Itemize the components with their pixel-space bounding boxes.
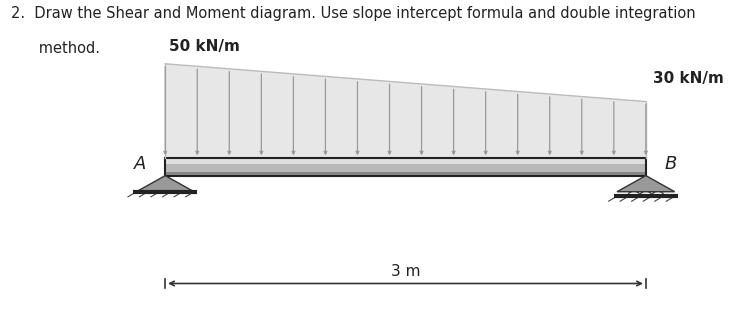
Bar [165, 158, 646, 176]
Polygon shape [165, 64, 646, 158]
Polygon shape [617, 176, 674, 192]
Text: method.: method. [11, 41, 101, 56]
Text: 2.  Draw the Shear and Moment diagram. Use slope intercept formula and double in: 2. Draw the Shear and Moment diagram. Us… [11, 6, 696, 21]
Text: 3 m: 3 m [391, 264, 421, 279]
Text: A: A [134, 155, 146, 173]
Circle shape [641, 192, 651, 196]
Circle shape [653, 192, 663, 196]
Text: 30 kN/m: 30 kN/m [653, 71, 724, 86]
Text: B: B [665, 155, 677, 173]
Polygon shape [137, 176, 194, 192]
Bar [165, 158, 646, 164]
Bar [165, 164, 646, 173]
Circle shape [629, 192, 639, 196]
Text: 50 kN/m: 50 kN/m [169, 39, 240, 54]
Bar [165, 173, 646, 176]
